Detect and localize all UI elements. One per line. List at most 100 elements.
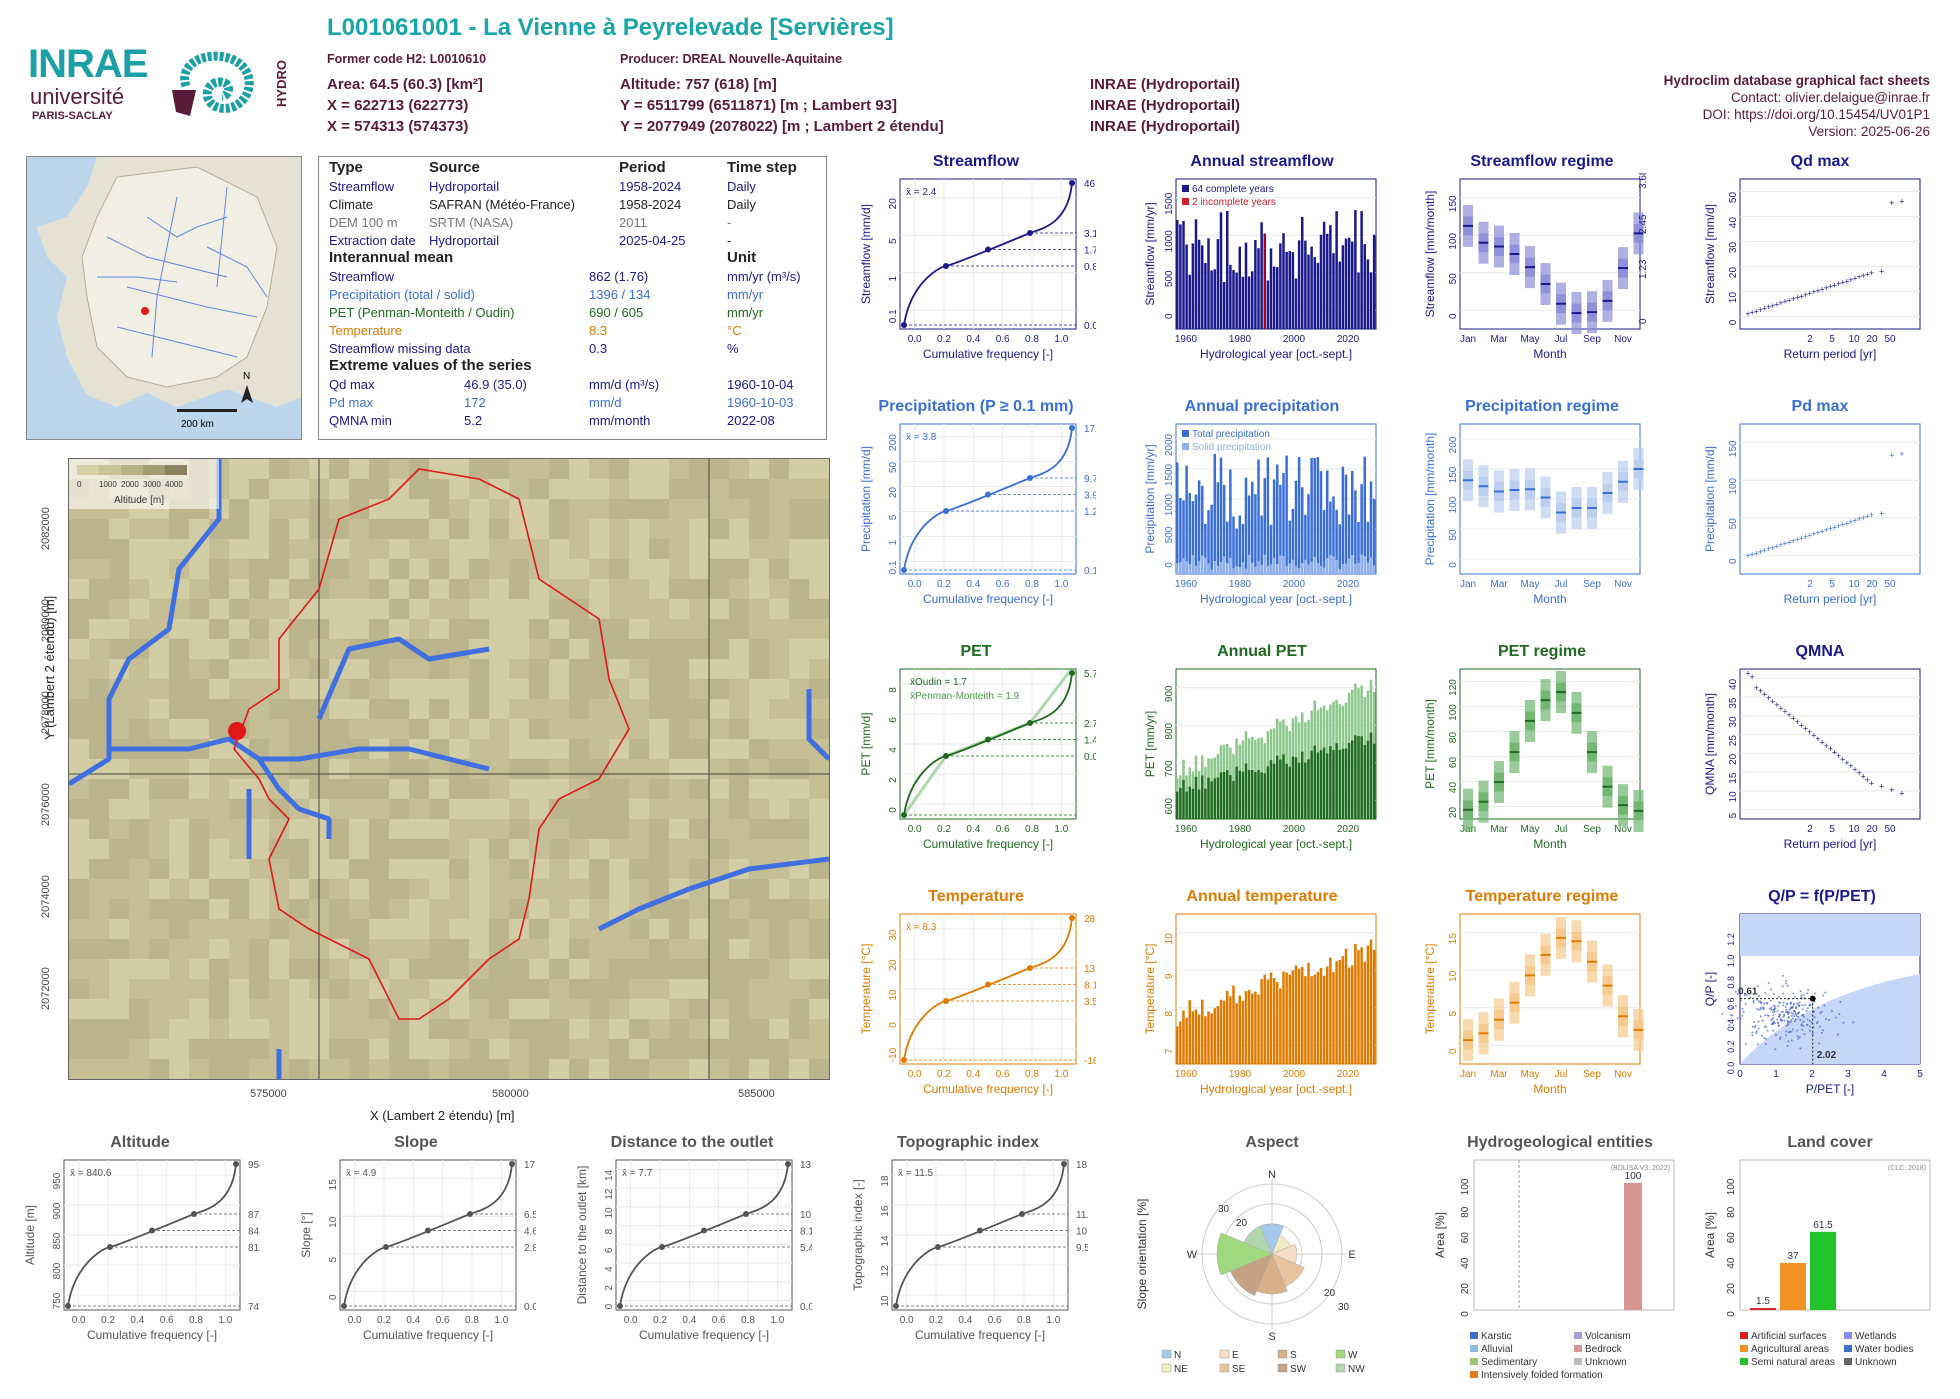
ytick: 5 [888, 514, 899, 520]
ylabel: Precipitation [mm/d] [859, 446, 873, 552]
bar [1204, 1016, 1207, 1064]
distance-chart: 0 2 4 6 8 10 12 14 0.0 0.2 0.4 0.6 0.8 1.0Cumulative … [575, 1159, 820, 1342]
info-cell: Streamflow [329, 179, 395, 194]
ytick: 50 [1728, 192, 1739, 204]
ytick: 0 [1164, 313, 1175, 319]
legend-item: Intensively folded formation [1481, 1370, 1603, 1381]
ytick: 60 [1448, 757, 1459, 769]
bar [1232, 568, 1235, 574]
ytick: 120 [1448, 679, 1459, 696]
xtick: 0.8 [741, 1315, 755, 1326]
bar [1276, 464, 1279, 574]
right-tick: 0.1 [1084, 566, 1096, 577]
point: + [1811, 731, 1816, 741]
bar [1310, 246, 1313, 329]
ytick: 60 [1460, 1232, 1471, 1244]
xtick: 0.0 [908, 1069, 922, 1080]
bar [1272, 557, 1276, 574]
bar [1263, 773, 1266, 819]
xtick: 2000 [1283, 334, 1306, 345]
ytick: 4 [888, 747, 899, 753]
xtick: 0.8 [1017, 1315, 1031, 1326]
xtick: 0.4 [130, 1315, 144, 1326]
point: + [1828, 282, 1833, 292]
chart-title: Hydrogeological entities [1467, 1134, 1653, 1151]
bar [1354, 943, 1357, 1064]
ytick: 20 [1728, 267, 1739, 279]
bar [1207, 510, 1210, 574]
bar [1188, 1000, 1191, 1064]
bar [1260, 772, 1263, 819]
bar [1247, 770, 1251, 819]
bar [1335, 559, 1338, 574]
bar [1341, 245, 1345, 329]
chart-title: PET [960, 643, 992, 660]
legend-item: 64 complete years [1192, 184, 1274, 195]
bar [1304, 559, 1307, 574]
bar [1266, 766, 1270, 819]
xtick: Jan [1460, 579, 1476, 590]
bar [1326, 233, 1329, 329]
bar [1197, 239, 1201, 329]
point: + [1832, 748, 1837, 758]
point: + [1795, 717, 1800, 727]
ylabel: PET [mm/d] [859, 712, 873, 775]
bar [1347, 967, 1351, 1064]
ytick: 12 [604, 1188, 615, 1200]
bar [1197, 480, 1201, 574]
ytick: 150 [1448, 195, 1459, 212]
map-ytick: 2074000 [40, 875, 52, 918]
bar [1326, 966, 1329, 1064]
bar [1241, 276, 1245, 329]
bar [1207, 238, 1210, 329]
xtick: Sep [1583, 579, 1601, 590]
bar [1335, 961, 1338, 1064]
bar [1301, 216, 1304, 329]
ring-label: 20 [1236, 1218, 1248, 1229]
bar [1194, 776, 1198, 819]
bar [1369, 732, 1373, 819]
right-tick: 0.8 [1084, 262, 1096, 273]
ylabel: Temperature [°C] [1143, 944, 1157, 1035]
xtick: 1 [1773, 1069, 1779, 1080]
ylabel: Altitude [m] [23, 1205, 37, 1265]
bar [1179, 562, 1182, 574]
xtick: 0.0 [908, 334, 922, 345]
ytick: 0.1 [888, 560, 899, 574]
ytick: 10 [1728, 791, 1739, 803]
legend-item: Semi natural areas [1751, 1357, 1835, 1368]
right-tick: 13.3 [800, 1160, 812, 1171]
xtick: 1.0 [1054, 579, 1068, 590]
point: + [1889, 198, 1894, 208]
ytick: 5 [1728, 812, 1739, 818]
point: + [1869, 268, 1874, 278]
bar [1266, 280, 1270, 329]
info-cell: Climate [329, 197, 374, 212]
bar [1185, 465, 1188, 574]
inter-label: PET (Penman-Monteith / Oudin) [329, 305, 515, 320]
legend-item: SW [1290, 1364, 1307, 1375]
ytick: 8 [604, 1228, 615, 1234]
point: + [1803, 290, 1808, 300]
bar [1216, 239, 1220, 329]
map-ytick: 2078000 [40, 691, 52, 734]
ytick: 7 [1164, 1048, 1175, 1054]
inter-value: 0.3 [589, 341, 608, 356]
map-ytick: 2080000 [40, 599, 52, 642]
bar [1288, 766, 1291, 819]
point: + [1815, 528, 1820, 538]
bar [1369, 481, 1373, 574]
bar [1301, 751, 1304, 819]
bar [1229, 557, 1232, 574]
bar [1357, 272, 1360, 329]
bar [1276, 564, 1279, 574]
point: + [1861, 771, 1866, 781]
xtick: 10 [1848, 334, 1860, 345]
point: + [1879, 267, 1884, 277]
doi: DOI: https://doi.org/10.15454/UV01P1 [1702, 107, 1930, 122]
ytick: 35 [1728, 697, 1739, 709]
ytick: 900 [52, 1202, 63, 1219]
ytick: 100 [1448, 496, 1459, 513]
bar [1266, 979, 1270, 1064]
xtick: 0.6 [712, 1315, 726, 1326]
